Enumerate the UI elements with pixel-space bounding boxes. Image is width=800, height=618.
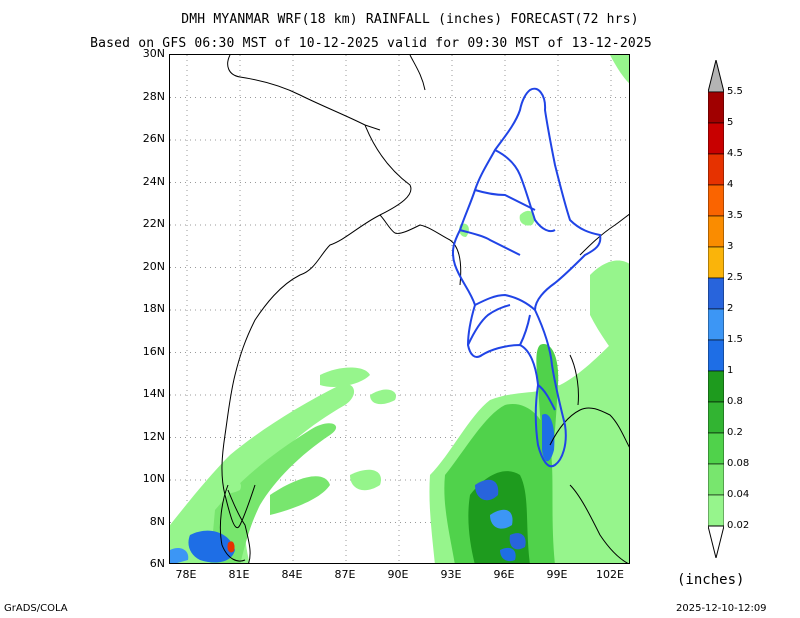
- colorbar-box: [708, 432, 724, 465]
- latitude-label: 6N: [149, 557, 165, 570]
- latitude-label: 26N: [142, 132, 165, 145]
- footer-timestamp: 2025-12-10-12:09: [676, 603, 767, 614]
- map-title: DMH MYANMAR WRF(18 km) RAINFALL (inches)…: [181, 12, 639, 27]
- latitude-label: 10N: [142, 472, 165, 485]
- colorbar-box: [708, 494, 724, 527]
- colorbar-label: 0.04: [727, 489, 750, 500]
- colorbar-label: 2.5: [727, 272, 743, 283]
- colorbar-label: 5.5: [727, 86, 743, 97]
- colorbar-box: [708, 463, 724, 496]
- map-panel: [169, 54, 630, 564]
- rainfall-shading: [170, 55, 629, 563]
- colorbar-box: [708, 246, 724, 279]
- map-subtitle: Based on GFS 06:30 MST of 10-12-2025 val…: [90, 36, 652, 51]
- latitude-label: 22N: [142, 217, 165, 230]
- colorbar-unit: (inches): [677, 572, 745, 588]
- latitude-label: 14N: [142, 387, 165, 400]
- longitude-label: 81E: [228, 568, 250, 581]
- myanmar-boundaries: [451, 87, 602, 468]
- colorbar-label: 0.2: [727, 427, 743, 438]
- colorbar-box: [708, 153, 724, 186]
- colorbar-label: 0.08: [727, 458, 750, 469]
- colorbar-label: 2: [727, 303, 734, 314]
- latitude-label: 8N: [149, 514, 165, 528]
- latitude-label: 24N: [142, 174, 165, 188]
- colorbar-box: [708, 91, 724, 124]
- colorbar-box: [708, 122, 724, 155]
- colorbar-label: 4.5: [727, 148, 743, 159]
- colorbar-box: [708, 308, 724, 341]
- longitude-label: 87E: [334, 568, 356, 581]
- latitude-label: 18N: [142, 302, 165, 315]
- footer-software: GrADS/COLA: [4, 603, 68, 614]
- latitude-label: 16N: [142, 344, 165, 358]
- longitude-label: 99E: [546, 568, 568, 581]
- colorbar-box: [708, 215, 724, 248]
- longitude-label: 102E: [596, 568, 624, 581]
- colorbar: [708, 60, 724, 558]
- latitude-label: 28N: [142, 89, 165, 103]
- colorbar-label: 1: [727, 365, 734, 376]
- longitude-label: 96E: [493, 568, 515, 581]
- colorbar-label: 1.5: [727, 334, 743, 345]
- longitude-label: 84E: [281, 568, 303, 581]
- latitude-label: 20N: [142, 259, 165, 273]
- latitude-label: 12N: [142, 429, 165, 443]
- longitude-label: 78E: [175, 568, 197, 581]
- colorbar-cap-high: [708, 60, 724, 93]
- colorbar-label: 3.5: [727, 210, 743, 221]
- colorbar-label: 5: [727, 117, 734, 128]
- colorbar-box: [708, 339, 724, 372]
- colorbar-label: 0.02: [727, 520, 750, 531]
- longitude-label: 93E: [440, 568, 462, 581]
- colorbar-label: 3: [727, 241, 734, 252]
- latitude-label: 30N: [142, 47, 165, 60]
- longitude-label: 90E: [387, 568, 409, 581]
- colorbar-box: [708, 277, 724, 310]
- colorbar-label: 4: [727, 179, 734, 190]
- colorbar-label: 0.8: [727, 396, 743, 407]
- coastlines: [219, 55, 629, 563]
- colorbar-box: [708, 370, 724, 403]
- colorbar-cap-low: [708, 525, 724, 558]
- colorbar-box: [708, 184, 724, 217]
- colorbar-box: [708, 401, 724, 434]
- rainfall-map: [170, 55, 629, 563]
